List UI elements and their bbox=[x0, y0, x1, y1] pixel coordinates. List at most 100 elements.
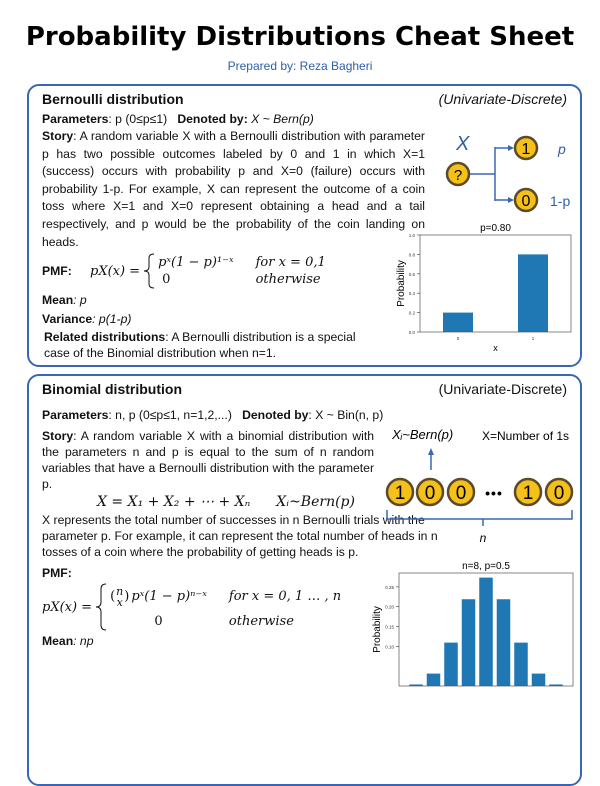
bernoulli-variance: Variance: p(1-p) bbox=[42, 309, 567, 329]
value: : n, p (0≤p≤1, n=1,2,...) bbox=[108, 408, 232, 423]
binomial-pmf-chart: n=8, p=0.5 0.10 0.15 0.20 0.25 Probability bbox=[372, 561, 574, 687]
binomial-category: (Univariate-Discrete) bbox=[438, 381, 567, 398]
value: : p (0≤p≤1) bbox=[108, 112, 168, 126]
y-tick-label: 0.6 bbox=[409, 272, 416, 277]
binomial-sum-row: X = X₁ + X₂ + ⋯ + Xₙ Xᵢ~Bern(p) bbox=[97, 492, 567, 512]
bernoulli-pmf-case1: pˣ(1 − p)¹⁻ˣ bbox=[158, 255, 234, 271]
coin: 1 bbox=[513, 477, 543, 507]
y-tick-label: 0.15 bbox=[385, 625, 394, 630]
bernoulli-pmf-case2: 0 bbox=[162, 272, 171, 288]
binomial-sum-dist: Xᵢ~Bern(p) bbox=[276, 494, 355, 511]
value: X ~ Bern(p) bbox=[251, 112, 314, 126]
bernoulli-heading: Bernoulli distribution bbox=[42, 91, 184, 107]
ellipsis: ••• bbox=[485, 485, 503, 501]
y-tick-label: 0.8 bbox=[409, 252, 416, 257]
binomial-header: Binomial distribution (Univariate-Discre… bbox=[42, 380, 567, 404]
story-text: : A random variable X with a Bernoulli d… bbox=[42, 129, 425, 249]
bar-1 bbox=[518, 254, 548, 332]
label: Mean bbox=[42, 634, 74, 649]
label: Variance bbox=[42, 312, 93, 327]
binomial-coefficient: (n x) bbox=[110, 584, 130, 609]
value: : p(1-p) bbox=[92, 312, 132, 327]
binomial-pmf-lhs: pX(x) = bbox=[42, 599, 93, 615]
coin: 0 bbox=[415, 477, 445, 507]
bernoulli-pmf-cond1: for x = 0,1 bbox=[255, 255, 326, 271]
bernoulli-diagram: X ? 1 0 p 1-p bbox=[445, 133, 570, 213]
binomial-explanation: X represents the total number of success… bbox=[42, 513, 438, 560]
diagram-x-label: X bbox=[455, 133, 470, 155]
value: : X ~ Bin(n, p) bbox=[308, 408, 384, 423]
prob-p-label: p bbox=[557, 141, 566, 157]
chart-title: n=8, p=0.5 bbox=[462, 561, 510, 572]
label: Mean bbox=[42, 293, 74, 308]
label: PMF: bbox=[42, 566, 72, 581]
coin-text: 0 bbox=[456, 483, 467, 504]
coin-zero: 0 bbox=[513, 187, 539, 213]
xi-bern-label: Xᵢ~Bern(p) bbox=[391, 427, 453, 442]
binomial-pmf-label: PMF: bbox=[42, 564, 567, 582]
bar-5 bbox=[496, 599, 511, 687]
x-tick-label: 0 bbox=[457, 336, 460, 341]
label: Parameters bbox=[42, 112, 109, 126]
bernoulli-section: Bernoulli distribution (Univariate-Discr… bbox=[27, 84, 582, 368]
author-subtitle: Prepared by: Reza Bagheri bbox=[227, 59, 373, 73]
bernoulli-pmf-cond2: otherwise bbox=[255, 272, 321, 288]
bernoulli-pmf-cases: pˣ(1 − p)¹⁻ˣ for x = 0,1 0 otherwise bbox=[158, 255, 326, 287]
value: : A Bernoulli distribution is a special … bbox=[44, 330, 356, 361]
coin-text: 0 bbox=[554, 483, 565, 504]
y-tick-label: 1.0 bbox=[409, 233, 416, 238]
bernoulli-pmf-chart: p=0.80 0.0 0.2 0.4 0.6 0.8 1.0 0 1 Probability x bbox=[396, 223, 572, 352]
binomial-sum-formula: X = X₁ + X₂ + ⋯ + Xₙ bbox=[97, 494, 251, 511]
plot-frame bbox=[419, 234, 572, 333]
label: Parameters bbox=[42, 408, 109, 423]
bar-7 bbox=[531, 673, 546, 687]
value: : np bbox=[73, 634, 94, 649]
binomial-pmf-case2: 0 bbox=[154, 613, 163, 629]
bar-0 bbox=[443, 312, 473, 332]
bernoulli-story: Story: A random variable X with a Bernou… bbox=[42, 128, 425, 251]
bernoulli-header: Bernoulli distribution (Univariate-Discr… bbox=[42, 90, 567, 110]
label: Denoted by: bbox=[177, 112, 248, 126]
y-tick-label: 0.0 bbox=[409, 330, 416, 335]
section-gap bbox=[0, 367, 600, 374]
page-title: Probability Distributions Cheat Sheet bbox=[25, 22, 575, 52]
brace-icon bbox=[96, 583, 107, 631]
coin-unknown: ? bbox=[445, 161, 471, 187]
x-axis-label: x bbox=[493, 343, 498, 352]
binomial-pmf-cases: (n x) pˣ(1 − p)ⁿ⁻ˣ for x = 0, 1 … , n 0 o… bbox=[110, 586, 341, 629]
count-label: X=Number of 1s bbox=[482, 429, 569, 443]
bar-4 bbox=[479, 577, 493, 687]
binomial-section: Binomial distribution (Univariate-Discre… bbox=[27, 374, 582, 786]
x-tick-label: 1 bbox=[532, 336, 535, 341]
coin-text: 1 bbox=[523, 483, 534, 504]
coin-text: ? bbox=[454, 167, 462, 184]
y-axis-label: Probability bbox=[372, 606, 383, 653]
y-tick-label: 0.4 bbox=[409, 291, 416, 296]
bernoulli-related: Related distributions: A Bernoulli distr… bbox=[44, 329, 364, 361]
binomial-pmf-case1-group: (n x) pˣ(1 − p)ⁿ⁻ˣ bbox=[110, 586, 207, 608]
bar-3 bbox=[461, 599, 476, 687]
coin: 0 bbox=[446, 477, 476, 507]
y-tick-label: 0.25 bbox=[385, 585, 394, 590]
n-label: n bbox=[480, 531, 487, 545]
label: Related distributions bbox=[44, 330, 166, 345]
chart-title: p=0.80 bbox=[480, 223, 511, 234]
bar-1 bbox=[426, 673, 441, 687]
coin-one: 1 bbox=[513, 135, 539, 161]
coin: 1 bbox=[385, 477, 415, 507]
label: Story bbox=[42, 429, 74, 444]
arrow-head-icon bbox=[508, 145, 514, 151]
binomial-heading: Binomial distribution bbox=[42, 381, 182, 398]
bernoulli-pmf-lhs: pX(x) = bbox=[90, 263, 141, 279]
binomial-pmf-cond2: otherwise bbox=[228, 613, 294, 629]
y-tick-label: 0.2 bbox=[409, 311, 416, 316]
binomial-pmf-cond1: for x = 0, 1 … , n bbox=[228, 589, 342, 605]
coin: 0 bbox=[544, 477, 574, 507]
binomial-story: Story: A random variable X with a binomi… bbox=[42, 428, 374, 492]
bernoulli-parameters: Parameters: p (0≤p≤1) Denoted by: X ~ Be… bbox=[42, 110, 567, 128]
value: : p bbox=[73, 293, 87, 308]
bernoulli-mean: Mean: p bbox=[42, 291, 567, 309]
bar-2 bbox=[444, 642, 458, 687]
